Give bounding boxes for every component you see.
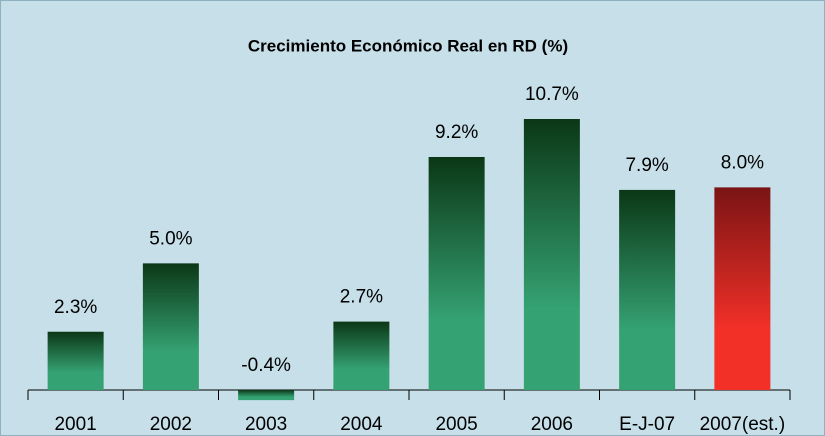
bar <box>619 189 676 390</box>
bar <box>333 321 390 390</box>
x-tick-label: 2001 <box>54 414 96 435</box>
x-tick-label: E-J-07 <box>619 414 675 435</box>
x-tick-label: 2003 <box>245 414 287 435</box>
chart-title: Crecimiento Económico Real en RD (%) <box>248 36 568 55</box>
bar <box>428 156 485 390</box>
bar <box>142 263 199 390</box>
value-label: 10.7% <box>525 84 579 105</box>
x-tick-label: 2005 <box>435 414 477 435</box>
value-label: -0.4% <box>241 355 291 376</box>
x-tick-label: 2006 <box>531 414 573 435</box>
bar <box>714 187 771 390</box>
value-label: 7.9% <box>625 155 668 176</box>
bar <box>238 390 295 401</box>
bar <box>47 331 104 390</box>
value-label: 2.3% <box>54 297 97 318</box>
value-label: 9.2% <box>435 122 478 143</box>
x-tick-label: 2004 <box>340 414 383 435</box>
x-tick-label: 2002 <box>150 414 192 435</box>
value-label: 8.0% <box>721 152 764 173</box>
x-tick-label: 2007(est.) <box>700 414 786 435</box>
value-label: 5.0% <box>149 228 192 249</box>
bar <box>523 119 580 390</box>
value-label: 2.7% <box>340 287 383 308</box>
